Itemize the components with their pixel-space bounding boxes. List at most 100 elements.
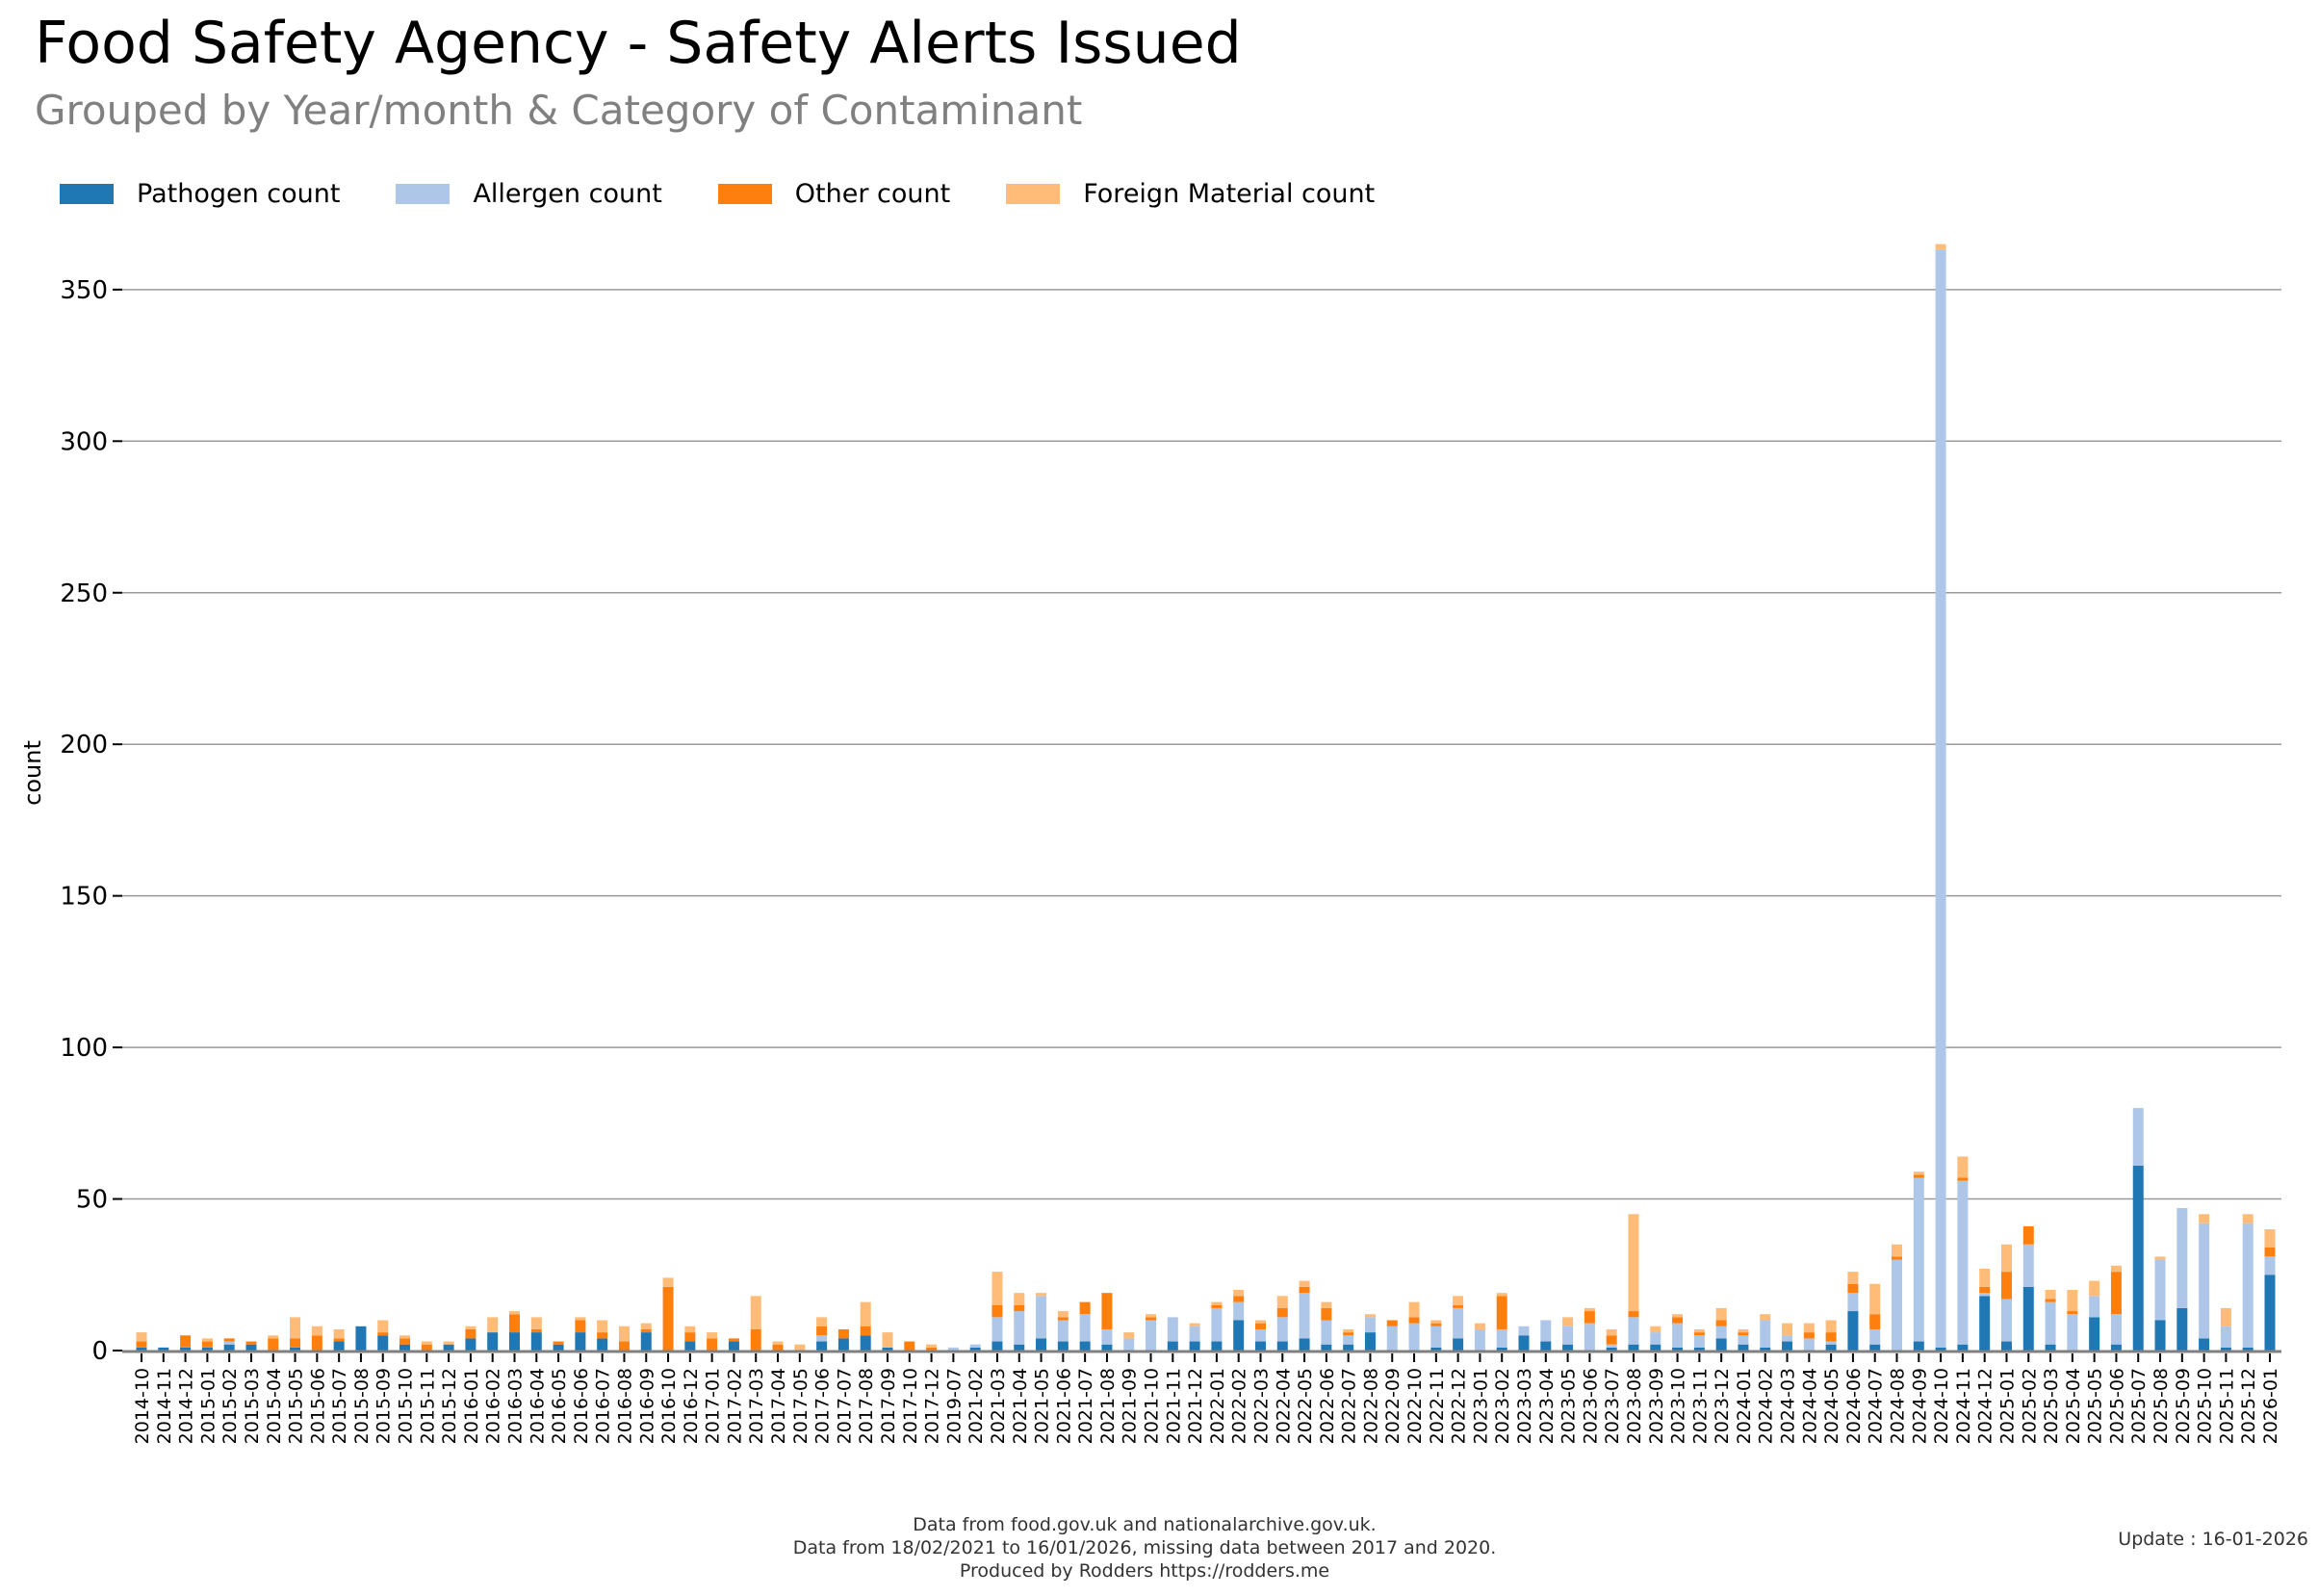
bar-pathogen-count-2015-09: [377, 1335, 389, 1351]
x-tick-label: 2022-01: [1207, 1368, 1228, 1444]
bar-pathogen-count-2016-01: [465, 1338, 476, 1351]
bar-allergen-count-2021-06: [1057, 1320, 1069, 1342]
bar-allergen-count-2025-09: [2176, 1207, 2188, 1308]
y-axis-label: count: [19, 740, 46, 806]
x-tick-label: 2015-01: [197, 1368, 219, 1444]
legend-item-foreign-material: Foreign Material count: [1006, 179, 1375, 209]
bar-allergen-count-2023-07: [1606, 1344, 1617, 1348]
y-tick-label: 0: [91, 1337, 108, 1366]
bar-allergen-count-2023-02: [1496, 1328, 1507, 1348]
x-tick-label: 2021-10: [1142, 1368, 1163, 1444]
bar-pathogen-count-2014-11: [158, 1347, 169, 1351]
bar-foreign-material-count-2016-10: [662, 1277, 674, 1287]
axes: 0 50 100 150 200 250 300 350 2014-10 2014-11 2014-…: [60, 276, 2281, 1444]
bar-allergen-count-2024-01: [1738, 1335, 1749, 1345]
x-tick-label: 2025-11: [2216, 1368, 2237, 1444]
bar-other-count-2017-02: [728, 1338, 739, 1342]
bar-foreign-material-count-2024-07: [1869, 1283, 1881, 1315]
bar-pathogen-count-2021-11: [1167, 1341, 1178, 1351]
legend-label-foreign-material: Foreign Material count: [1083, 179, 1376, 209]
x-tick-label: 2015-07: [329, 1368, 350, 1444]
x-tick-label: 2022-12: [1449, 1368, 1470, 1444]
bar-foreign-material-count-2017-08: [860, 1301, 871, 1326]
bar-allergen-count-2024-06: [1847, 1293, 1859, 1312]
bar-foreign-material-count-2015-09: [377, 1320, 389, 1333]
bar-pathogen-count-2021-03: [992, 1341, 1003, 1351]
bar-pathogen-count-2016-05: [553, 1344, 564, 1351]
bar-pathogen-count-2015-12: [443, 1344, 454, 1351]
y-tick-label: 250: [60, 579, 108, 608]
bar-foreign-material-count-2017-05: [794, 1344, 806, 1351]
bar-pathogen-count-2022-12: [1453, 1338, 1464, 1351]
bar-other-count-2024-07: [1869, 1314, 1881, 1329]
bar-foreign-material-count-2021-10: [1146, 1314, 1157, 1318]
bar-pathogen-count-2017-06: [816, 1341, 828, 1351]
bar-allergen-count-2024-05: [1825, 1341, 1837, 1345]
bar-foreign-material-count-2025-06: [2110, 1265, 2122, 1273]
bar-other-count-2017-06: [816, 1326, 828, 1336]
x-tick-label: 2022-05: [1295, 1368, 1316, 1444]
bar-pathogen-count-2025-08: [2154, 1320, 2166, 1351]
bar-other-count-2016-08: [618, 1341, 630, 1351]
x-tick-label: 2017-04: [768, 1368, 789, 1444]
bar-allergen-count-2019-07: [947, 1347, 959, 1351]
bar-other-count-2021-10: [1146, 1317, 1157, 1321]
bar-allergen-count-2023-03: [1518, 1326, 1530, 1336]
x-tick-label: 2022-04: [1273, 1368, 1294, 1444]
bar-pathogen-count-2015-02: [223, 1344, 235, 1351]
x-tick-label: 2014-12: [176, 1368, 197, 1444]
bar-allergen-count-2025-05: [2089, 1296, 2100, 1318]
bar-pathogen-count-2024-10: [1935, 1347, 1946, 1351]
bar-pathogen-count-2025-05: [2089, 1317, 2100, 1351]
bar-allergen-count-2024-02: [1760, 1320, 1771, 1348]
bar-pathogen-count-2024-03: [1782, 1341, 1793, 1351]
x-tick-label: 2022-03: [1250, 1368, 1272, 1444]
bar-foreign-material-count-2022-11: [1430, 1320, 1442, 1324]
bar-other-count-2024-09: [1913, 1174, 1924, 1178]
x-tick-label: 2015-04: [264, 1368, 285, 1444]
bar-foreign-material-count-2016-06: [575, 1317, 586, 1321]
bar-allergen-count-2024-09: [1913, 1177, 1924, 1342]
x-tick-label: 2016-02: [483, 1368, 504, 1444]
bar-pathogen-count-2016-02: [487, 1332, 499, 1351]
x-tick-label: 2017-07: [834, 1368, 855, 1444]
bar-allergen-count-2024-03: [1782, 1335, 1793, 1342]
bar-foreign-material-count-2022-07: [1343, 1328, 1354, 1333]
bar-foreign-material-count-2016-04: [530, 1317, 542, 1329]
bar-allergen-count-2017-06: [816, 1335, 828, 1342]
bar-pathogen-count-2021-07: [1079, 1341, 1091, 1351]
bar-allergen-count-2022-02: [1233, 1301, 1245, 1321]
bar-other-count-2022-10: [1408, 1317, 1420, 1324]
x-tick-label: 2025-08: [2151, 1368, 2172, 1444]
x-tick-label: 2025-03: [2041, 1368, 2062, 1444]
bar-allergen-count-2025-06: [2110, 1314, 2122, 1345]
bar-pathogen-count-2021-06: [1057, 1341, 1069, 1351]
footer-credit: Produced by Rodders https://rodders.me: [959, 1560, 1330, 1582]
bar-foreign-material-count-2016-01: [465, 1326, 476, 1329]
x-tick-label: 2017-05: [790, 1368, 811, 1444]
bar-pathogen-count-2022-05: [1299, 1338, 1310, 1351]
x-tick-label: 2017-06: [812, 1368, 834, 1444]
bar-pathogen-count-2025-12: [2242, 1347, 2254, 1351]
bar-other-count-2022-05: [1299, 1286, 1310, 1294]
x-tick-label: 2017-08: [856, 1368, 877, 1444]
bar-other-count-2015-03: [245, 1341, 257, 1345]
x-tick-label: 2016-06: [571, 1368, 592, 1444]
bar-pathogen-count-2023-04: [1540, 1341, 1552, 1351]
bar-foreign-material-count-2023-06: [1584, 1307, 1595, 1312]
x-tick-label: 2024-08: [1888, 1368, 1909, 1444]
bar-allergen-count-2024-12: [1979, 1293, 1991, 1297]
x-tick-label: 2019-07: [943, 1368, 965, 1444]
legend-label-allergen: Allergen count: [473, 179, 662, 209]
bar-other-count-2015-10: [399, 1338, 411, 1345]
bar-other-count-2016-03: [508, 1314, 520, 1333]
x-tick-label: 2024-04: [1799, 1368, 1820, 1444]
bar-foreign-material-count-2022-03: [1254, 1320, 1266, 1324]
bar-pathogen-count-2025-01: [2000, 1341, 2012, 1351]
x-tick-label: 2021-03: [988, 1368, 1009, 1444]
footer-notes: Data from food.gov.uk and nationalarchiv…: [0, 1513, 2289, 1583]
x-tick-label: 2016-03: [504, 1368, 526, 1444]
bar-pathogen-count-2016-12: [684, 1341, 696, 1351]
x-tick-label: 2014-11: [154, 1368, 175, 1444]
bar-pathogen-count-2022-03: [1254, 1341, 1266, 1351]
